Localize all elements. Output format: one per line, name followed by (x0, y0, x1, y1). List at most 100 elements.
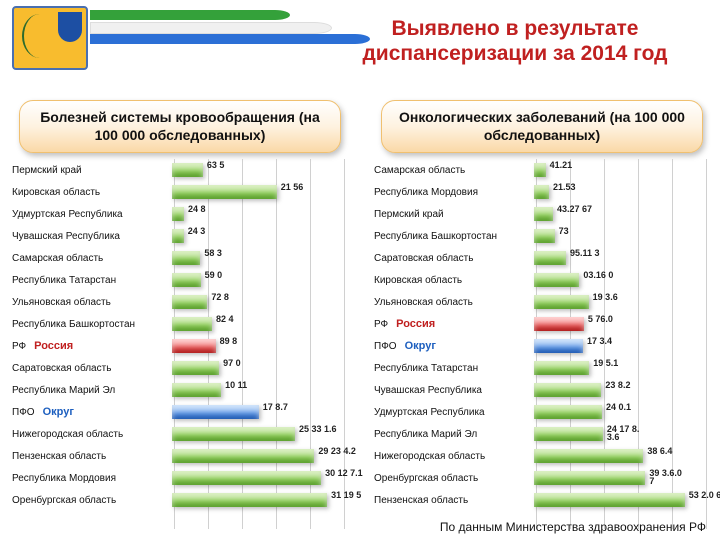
bar-label: Кировская область (372, 275, 534, 286)
bar: 58 3 (172, 251, 200, 265)
bar-label: Кировская область (10, 187, 172, 198)
bar-label: Республика Татарстан (372, 363, 534, 374)
bar-value: 29 23 4.2 (318, 447, 358, 455)
bar: 24 17 8.3.6 (534, 427, 603, 441)
bar-value: 82 4 (216, 315, 256, 323)
bar: 29 23 4.2 (172, 449, 314, 463)
bar-label: Удмуртская Республика (10, 209, 172, 220)
bar: 17 8.7 (172, 405, 259, 419)
bar-value: 24 17 8.3.6 (607, 425, 647, 441)
bar: 63 5 (172, 163, 203, 177)
bar-value: 21 56 (281, 183, 321, 191)
bar-value: 03.16 0 (583, 271, 623, 279)
bar: 43.27 67 (534, 207, 553, 221)
bar-value: 58 3 (204, 249, 244, 257)
bar: 38 6.4 (534, 449, 643, 463)
bar: 39 3.6.0 7 (534, 471, 645, 485)
bar-label: Саратовская область (372, 253, 534, 264)
bar: 95.11 3 (534, 251, 566, 265)
bar-label: Республика Марий Эл (10, 385, 172, 396)
bar: 03.16 0 (534, 273, 579, 287)
bar-value: 24 8 (188, 205, 228, 213)
bar-label: Пензенская область (372, 495, 534, 506)
bar-value: 73 (559, 227, 599, 235)
bar-value: 5 76.0 (588, 315, 628, 323)
bar-value: 41.21 (550, 161, 590, 169)
bar-label: Самарская область (372, 165, 534, 176)
bar-value: 23 8.2 (605, 381, 645, 389)
bar: 10 11 (172, 383, 221, 397)
card-circulatory: Болезней системы кровообращения (на 100 … (19, 100, 341, 153)
bar: 21.53 (534, 185, 549, 199)
bar-label: Оренбургская область (10, 495, 172, 506)
bar-label: Саратовская область (10, 363, 172, 374)
bar-value: 38 6.4 (647, 447, 687, 455)
bar-label: Нижегородская область (10, 429, 172, 440)
bar-value: 24 3 (188, 227, 228, 235)
chart-oncology: Онкологических заболеваний (на 100 000 о… (372, 100, 712, 529)
chart-circulatory: Болезней системы кровообращения (на 100 … (10, 100, 350, 529)
bar-label: РФРоссия (372, 318, 534, 330)
bar: 30 12 7.1 (172, 471, 321, 485)
bar-label: Оренбургская область (372, 473, 534, 484)
bar-value: 17 8.7 (263, 403, 303, 411)
bar-label: ПФООкруг (372, 340, 534, 352)
card-oncology: Онкологических заболеваний (на 100 000 о… (381, 100, 703, 153)
bar-value: 10 11 (225, 381, 265, 389)
bar-value: 31 19 5 (331, 491, 371, 499)
bar: 97 0 (172, 361, 219, 375)
bar: 17 3.4 (534, 339, 583, 353)
bar-label: Пермский край (10, 165, 172, 176)
bar: 53 2.0 6 (534, 493, 685, 507)
bar-value: 43.27 67 (557, 205, 597, 213)
bar-value: 25 33 1.6 (299, 425, 339, 433)
bar-value: 97 0 (223, 359, 263, 367)
bar-label: Пензенская область (10, 451, 172, 462)
bar: 82 4 (172, 317, 212, 331)
bar-value: 21.53 (553, 183, 593, 191)
bar-label: Ульяновская область (10, 297, 172, 308)
bar: 21 56 (172, 185, 277, 199)
bar-value: 72 8 (211, 293, 251, 301)
bar: 25 33 1.6 (172, 427, 295, 441)
bar-label: Ульяновская область (372, 297, 534, 308)
bar-label: Чувашская Республика (10, 231, 172, 242)
bar: 59 0 (172, 273, 201, 287)
bar-label: Чувашская Республика (372, 385, 534, 396)
bar-label: РФРоссия (10, 340, 172, 352)
bar-value: 30 12 7.1 (325, 469, 365, 477)
bar: 41.21 (534, 163, 546, 177)
bar-label: Удмуртская Республика (372, 407, 534, 418)
bar-label: Республика Башкортостан (372, 231, 534, 242)
bar-label: Республика Марий Эл (372, 429, 534, 440)
region-crest (12, 6, 88, 70)
bar-label: Республика Мордовия (372, 187, 534, 198)
bar: 24 3 (172, 229, 184, 243)
bar-label: Республика Башкортостан (10, 319, 172, 330)
bar-value: 59 0 (205, 271, 245, 279)
bar-value: 24 0.1 (606, 403, 646, 411)
bar: 72 8 (172, 295, 207, 309)
bar: 89 8 (172, 339, 216, 353)
bar-label: Республика Татарстан (10, 275, 172, 286)
bar: 24 8 (172, 207, 184, 221)
bar-label: Республика Мордовия (10, 473, 172, 484)
bar-value: 19 5.1 (593, 359, 633, 367)
bar-value: 19 3.6 (593, 293, 633, 301)
bar-value: 53 2.0 6 (689, 491, 720, 499)
bar-label: Пермский край (372, 209, 534, 220)
bar-value: 17 3.4 (587, 337, 627, 345)
bar: 73 (534, 229, 555, 243)
bar: 31 19 5 (172, 493, 327, 507)
bar: 24 0.1 (534, 405, 602, 419)
bar: 19 3.6 (534, 295, 589, 309)
bar-value: 89 8 (220, 337, 260, 345)
bar: 19 5.1 (534, 361, 589, 375)
bar: 23 8.2 (534, 383, 601, 397)
page-title: Выявлено в результате диспансеризации за… (330, 16, 700, 66)
bar-label: ПФООкруг (10, 406, 172, 418)
bar-value: 95.11 3 (570, 249, 610, 257)
bar-label: Нижегородская область (372, 451, 534, 462)
bar-value: 63 5 (207, 161, 247, 169)
bar: 5 76.0 (534, 317, 584, 331)
